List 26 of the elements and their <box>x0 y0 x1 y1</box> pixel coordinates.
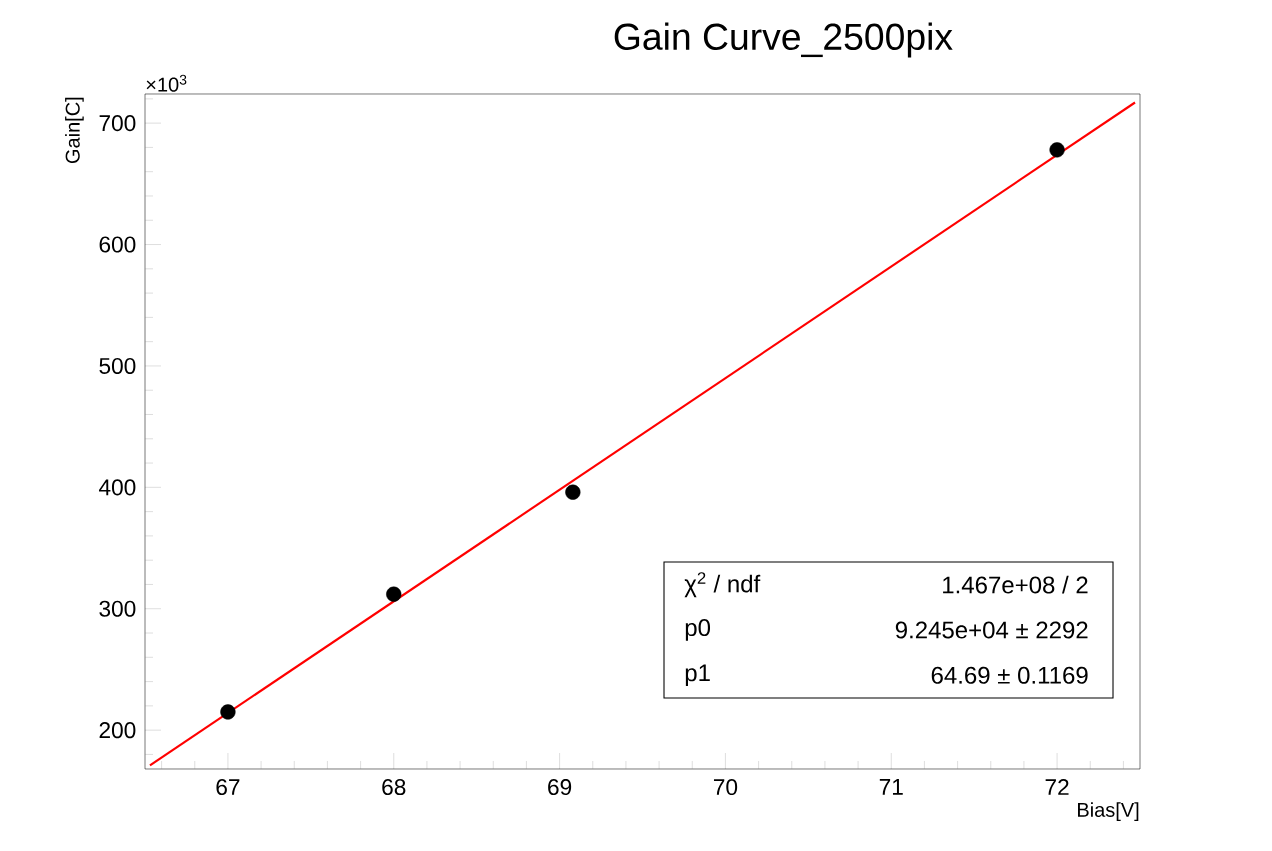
y-tick-label: 300 <box>99 600 136 617</box>
x-tick-label: 71 <box>879 779 903 795</box>
annotation: 9.245e+04 ± 2292 <box>895 621 1088 639</box>
annotation: χ$^{2}$ / ndf <box>684 572 761 598</box>
x-tick-label: 68 <box>382 779 406 796</box>
x-tick-label: 72 <box>1045 779 1069 795</box>
annotation: p1 <box>685 664 710 687</box>
point <box>386 586 402 602</box>
y-tick-label: 600 <box>99 236 136 253</box>
point <box>220 704 236 720</box>
y-tick-label: 700 <box>99 115 136 132</box>
x-tick-label: 69 <box>548 779 572 796</box>
annotation: p0 <box>685 619 711 641</box>
point <box>565 484 581 500</box>
x-axis-title: Bias[V] <box>1078 802 1139 821</box>
y-tick-label: 200 <box>99 722 136 739</box>
y-tick-label: 400 <box>99 479 136 496</box>
x-tick-label: 67 <box>216 779 240 796</box>
point <box>1049 142 1065 158</box>
text: ×10$^{3}$ <box>146 74 187 92</box>
annotation: 1.467e+08 / 2 <box>943 575 1088 594</box>
x-tick-label: 70 <box>713 779 738 796</box>
chart-title: Gain Curve_2500pix <box>614 22 953 58</box>
y-axis-title: Gain[C] <box>65 97 84 164</box>
y-tick-label: 500 <box>99 357 136 374</box>
annotation: 64.69 ± 0.1169 <box>931 666 1088 684</box>
